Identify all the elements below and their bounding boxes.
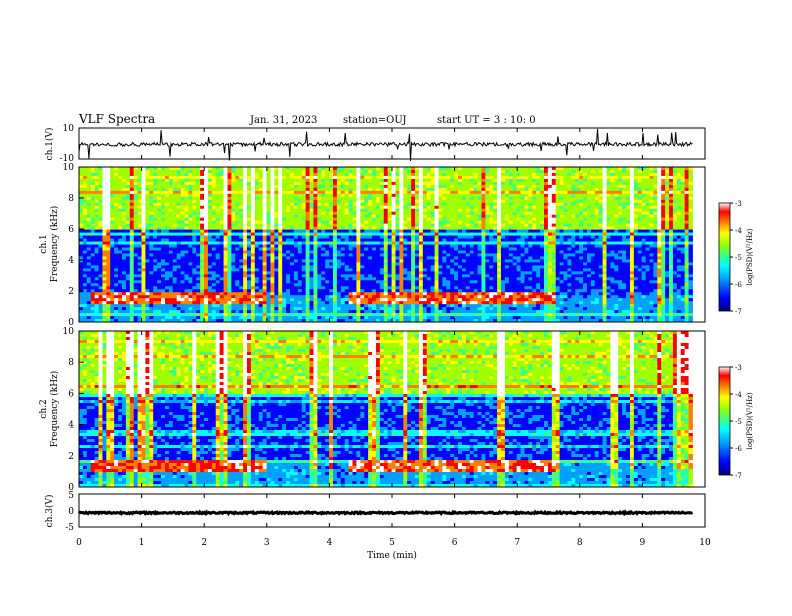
- colorbar-tick-label: -3: [735, 200, 742, 208]
- ch3-waveform-panel: 5 0 -5 ch.3(V): [44, 491, 705, 533]
- ch1-spec-ylabel-2: Frequency (kHz): [49, 206, 60, 283]
- ch3-ytick-bottom: -5: [65, 523, 74, 533]
- x-tick-label: 4: [327, 538, 333, 548]
- spec-ytick-label: 10: [63, 163, 75, 173]
- colorbar-tick-label: -3: [735, 364, 742, 372]
- spec-ytick-label: 4: [68, 256, 74, 266]
- x-tick-label: 2: [201, 538, 207, 548]
- x-tick-label: 10: [699, 538, 711, 548]
- x-tick-label: 0: [76, 538, 82, 548]
- colorbar-tick-label: -6: [735, 445, 742, 453]
- ch3-ytick-top: 5: [68, 491, 74, 501]
- ch1-colorbar: -3 -4 -5 -6 -7 log(PSD)(V²/Hz): [719, 200, 754, 316]
- wave3-trace: [79, 512, 693, 514]
- ch2-colorbar-label: log(PSD)(V²/Hz): [746, 392, 754, 449]
- ch2-spec-ylabel-2: Frequency (kHz): [49, 371, 60, 448]
- wave1-trace: [79, 129, 693, 161]
- colorbar-tick-label: -5: [735, 254, 742, 262]
- spec-ytick-label: 6: [68, 389, 74, 399]
- x-tick-label: 5: [389, 538, 395, 548]
- ch2-colorbar: -3 -4 -5 -6 -7 log(PSD)(V²/Hz): [719, 364, 754, 480]
- spec-ytick-label: 10: [63, 327, 75, 337]
- start-ut-label: start UT = 3 : 10: 0: [437, 115, 536, 126]
- spec-ytick-label: 4: [68, 421, 74, 431]
- x-tick-label: 7: [514, 538, 520, 548]
- x-tick-label: 6: [452, 538, 458, 548]
- figure-title: VLF Spectra: [78, 112, 155, 126]
- x-tick-label: 9: [640, 538, 646, 548]
- spec-ytick-label: 6: [68, 225, 74, 235]
- ch3-wave-ylabel: ch.3(V): [44, 495, 55, 528]
- spec-ytick-label: 2: [68, 452, 74, 462]
- spec-ytick-label: 8: [68, 194, 74, 204]
- date-label: Jan. 31, 2023: [249, 115, 317, 126]
- ch3-ytick-mid: 0: [68, 507, 74, 517]
- x-axis-label: Time (min): [367, 550, 417, 561]
- ch1-waveform-panel: 10 -10 ch.1(V): [44, 124, 705, 164]
- ch1-wave-ylabel: ch.1(V): [44, 128, 55, 161]
- spec-ytick-label: 8: [68, 358, 74, 368]
- colorbar-tick-label: -4: [735, 227, 742, 235]
- ch1-ytick-top: 10: [63, 124, 75, 134]
- x-tick-label: 1: [139, 538, 145, 548]
- colorbar-tick-label: -7: [735, 472, 742, 480]
- ch1-spec-ylabel-1: ch.1: [39, 234, 49, 253]
- colorbar-tick-label: -6: [735, 281, 742, 289]
- ch1-colorbar-label: log(PSD)(V²/Hz): [746, 228, 754, 285]
- colorbar-tick-label: -7: [735, 308, 742, 316]
- x-tick-label: 8: [577, 538, 583, 548]
- ch2-spec-ylabel-1: ch.2: [39, 399, 49, 418]
- colorbar-tick-label: -5: [735, 418, 742, 426]
- x-tick-label: 3: [264, 538, 270, 548]
- station-label: station=OUJ: [343, 115, 407, 126]
- colorbar-tick-label: -4: [735, 391, 742, 399]
- spec-ytick-label: 2: [68, 287, 74, 297]
